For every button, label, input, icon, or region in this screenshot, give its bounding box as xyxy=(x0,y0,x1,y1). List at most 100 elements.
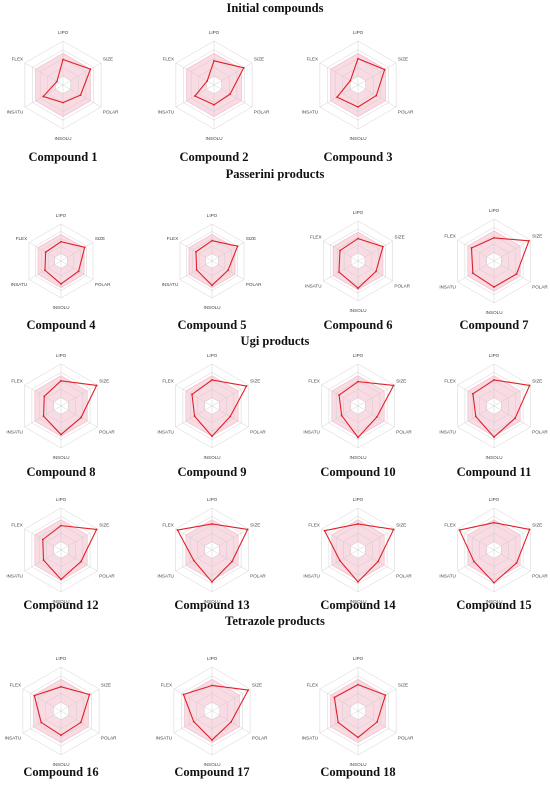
profile-point xyxy=(242,66,245,69)
axis-label-flex: FLEX xyxy=(16,236,28,241)
axis-label-insolu: INSOLU xyxy=(52,455,69,460)
axis-spoke xyxy=(211,384,249,407)
chart-caption-16: Compound 16 xyxy=(23,765,99,779)
axis-label-insolu: INSOLU xyxy=(203,305,220,310)
profile-point xyxy=(79,94,82,97)
axis-spoke xyxy=(321,528,359,551)
axis-label-flex: FLEX xyxy=(308,379,320,384)
axis-label-lipo: LIPO xyxy=(56,353,67,358)
profile-point xyxy=(392,528,395,531)
axis-label-insolu: INSOLU xyxy=(203,599,220,604)
profile-point xyxy=(339,249,341,252)
axis-label-insatu: INSATU xyxy=(439,574,456,579)
profile-point xyxy=(227,269,229,272)
profile-point xyxy=(473,560,475,563)
profile-point xyxy=(246,528,249,531)
profile-point xyxy=(176,529,179,531)
profile-point xyxy=(528,528,531,531)
axis-label-insolu: INSOLU xyxy=(52,762,69,767)
axis-label-flex: FLEX xyxy=(307,57,319,62)
axis-label-lipo: LIPO xyxy=(56,213,67,218)
axis-label-insolu: INSOLU xyxy=(52,599,69,604)
axis-label-insatu: INSATU xyxy=(439,285,456,290)
radar-chart-5: LIPO SIZE POLAR INSOLU INSATU FLEX xyxy=(162,213,262,310)
profile-point xyxy=(95,528,98,531)
axis-label-lipo: LIPO xyxy=(207,353,218,358)
profile-point xyxy=(211,435,213,438)
profile-point xyxy=(195,250,197,253)
axis-label-flex: FLEX xyxy=(11,379,23,384)
profile-point xyxy=(349,79,352,82)
profile-point xyxy=(211,581,213,583)
axis-spoke xyxy=(319,688,359,712)
profile-point xyxy=(60,685,62,688)
profile-point xyxy=(60,379,62,382)
profile-point xyxy=(192,720,195,723)
profile-point xyxy=(333,696,336,699)
radar-chart-14: LIPO SIZE POLAR INSOLU INSATU FLEX xyxy=(303,497,412,604)
profile-point xyxy=(528,239,530,242)
radar-chart-3: LIPO SIZE POLAR INSOLU INSATU FLEX xyxy=(302,30,415,141)
chart-caption-10: Compound 10 xyxy=(320,465,396,479)
axis-label-lipo: LIPO xyxy=(353,210,364,215)
axis-spoke xyxy=(321,405,359,428)
profile-point xyxy=(377,560,379,563)
axis-label-insatu: INSATU xyxy=(303,574,320,579)
axis-spoke xyxy=(357,384,395,407)
profile-point xyxy=(231,560,233,563)
profile-point xyxy=(195,268,198,271)
radar-chart-16: LIPO SIZE POLAR INSOLU INSATU FLEX xyxy=(5,656,118,767)
profile-point xyxy=(211,284,213,287)
axis-label-polar: POLAR xyxy=(396,574,412,579)
axis-label-size: SIZE xyxy=(246,236,256,241)
radar-chart-10: LIPO SIZE POLAR INSOLU INSATU FLEX xyxy=(303,353,412,460)
axis-label-insatu: INSATU xyxy=(156,736,173,741)
axis-label-insolu: INSOLU xyxy=(349,762,366,767)
axis-label-polar: POLAR xyxy=(99,430,115,435)
section-title-tetrazole: Tetrazole products xyxy=(225,614,325,628)
profile-point xyxy=(229,93,231,96)
axis-spoke xyxy=(211,242,245,262)
profile-point xyxy=(56,80,58,83)
profile-point xyxy=(470,247,473,249)
axis-label-flex: FLEX xyxy=(307,683,319,688)
axis-spoke xyxy=(60,384,98,407)
profile-point xyxy=(60,240,62,243)
axis-label-insolu: INSOLU xyxy=(349,599,366,604)
chart-caption-5: Compound 5 xyxy=(177,318,247,332)
profile-point xyxy=(383,68,386,71)
chart-caption-2: Compound 2 xyxy=(179,150,249,164)
axis-label-polar: POLAR xyxy=(250,430,266,435)
profile-point xyxy=(211,239,213,242)
axis-label-insolu: INSOLU xyxy=(54,136,71,141)
chart-caption-14: Compound 14 xyxy=(320,598,396,612)
axis-label-insolu: INSOLU xyxy=(349,308,366,313)
axis-spoke xyxy=(173,688,213,712)
axis-label-polar: POLAR xyxy=(398,110,414,115)
axis-spoke xyxy=(493,239,531,262)
axis-label-polar: POLAR xyxy=(398,736,414,741)
profile-point xyxy=(357,581,359,583)
radar-chart-13: LIPO SIZE POLAR INSOLU INSATU FLEX xyxy=(157,497,266,604)
profile-point xyxy=(392,384,395,387)
axis-spoke xyxy=(211,549,249,572)
radar-chart-4: LIPO SIZE POLAR INSOLU INSATU FLEX xyxy=(11,213,111,310)
radar-chart-15: LIPO SIZE POLAR INSOLU INSATU FLEX xyxy=(439,497,548,604)
radar-chart-11: LIPO SIZE POLAR INSOLU INSATU FLEX xyxy=(439,353,548,460)
axis-label-insatu: INSATU xyxy=(158,110,175,115)
axis-label-insatu: INSATU xyxy=(439,430,456,435)
axis-label-insatu: INSATU xyxy=(157,574,174,579)
axis-spoke xyxy=(211,688,251,712)
axis-label-size: SIZE xyxy=(532,234,542,239)
axis-spoke xyxy=(213,84,253,108)
axis-label-insolu: INSOLU xyxy=(203,455,220,460)
profile-point xyxy=(40,721,43,724)
axis-label-flex: FLEX xyxy=(161,683,173,688)
profile-point xyxy=(42,559,45,561)
profile-point xyxy=(44,269,46,272)
axis-label-size: SIZE xyxy=(101,683,111,688)
axis-label-size: SIZE xyxy=(396,523,406,528)
profile-point xyxy=(191,393,193,396)
axis-spoke xyxy=(319,84,359,108)
axis-label-insolu: INSOLU xyxy=(485,310,502,315)
